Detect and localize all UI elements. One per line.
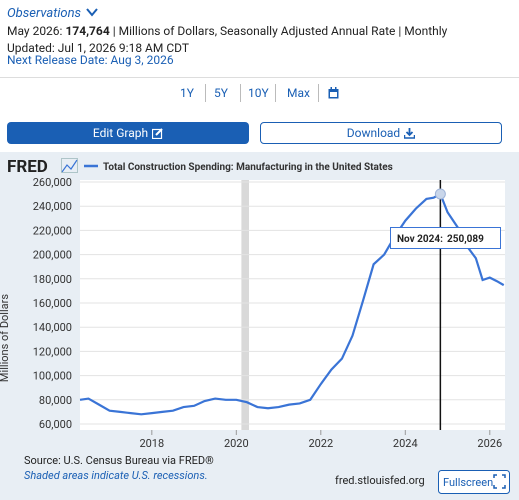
separator bbox=[275, 84, 276, 102]
y-tick-label: 80,000 bbox=[39, 394, 72, 407]
y-axis-label: Millions of Dollars bbox=[0, 294, 11, 382]
y-tick-label: 200,000 bbox=[33, 249, 72, 262]
y-tick-label: 160,000 bbox=[33, 297, 72, 310]
range-button[interactable]: 1Y bbox=[180, 86, 194, 100]
y-tick-label: 260,000 bbox=[33, 176, 72, 189]
y-tick-label: 120,000 bbox=[33, 345, 72, 358]
y-tick-label: 180,000 bbox=[33, 273, 72, 286]
button-label: Edit Graph bbox=[92, 126, 149, 140]
separator bbox=[318, 84, 319, 102]
fullscreen-button[interactable] bbox=[438, 470, 510, 494]
edit-icon bbox=[152, 127, 163, 139]
x-tick-label: 2018 bbox=[139, 437, 164, 450]
y-tick-label: 240,000 bbox=[33, 200, 72, 213]
hover-point bbox=[434, 188, 446, 200]
plot-area bbox=[80, 180, 505, 430]
divider bbox=[0, 77, 519, 78]
next-release[interactable]: Next Release Date: Aug 3, 2026 bbox=[7, 53, 174, 67]
chart: FRED Millions of Dollars Source: U.S. Ce… bbox=[0, 152, 519, 500]
y-tick-label: 100,000 bbox=[33, 370, 72, 383]
units: | Millions of Dollars, Seasonally Adjust… bbox=[112, 24, 448, 38]
observations-label[interactable]: Observations bbox=[7, 6, 82, 21]
chevron-icon bbox=[86, 8, 99, 17]
calendar-icon[interactable] bbox=[328, 87, 339, 99]
latest-date: May 2026: bbox=[7, 24, 63, 38]
y-tick-label: 60,000 bbox=[39, 418, 72, 431]
x-tick-label: 2024 bbox=[393, 437, 418, 450]
latest-observation: May 2026: 174,764 | Millions of Dollars,… bbox=[7, 24, 447, 38]
source: Source: U.S. Census Bureau via FRED® bbox=[24, 454, 214, 467]
download-icon bbox=[404, 127, 416, 139]
fred-logo: FRED bbox=[7, 157, 48, 177]
y-tick-label: 220,000 bbox=[33, 224, 72, 237]
separator bbox=[205, 84, 206, 102]
site-link[interactable]: fred.stlouisfed.org bbox=[335, 474, 425, 487]
x-tick-label: 2020 bbox=[224, 437, 249, 450]
updated: Updated: Jul 1, 2026 9:18 AM CDT bbox=[7, 41, 190, 55]
series-line bbox=[79, 192, 505, 416]
edit-graph-button[interactable]: Edit Graph bbox=[7, 122, 249, 144]
x-tick-label: 2026 bbox=[477, 437, 502, 450]
legend-label: Total Construction Spending: Manufacturi… bbox=[103, 162, 393, 173]
range-button[interactable]: 10Y bbox=[248, 86, 269, 100]
range-button[interactable]: 5Y bbox=[214, 86, 228, 100]
y-tick-label: 140,000 bbox=[33, 321, 72, 334]
x-tick-label: 2022 bbox=[308, 437, 333, 450]
tooltip-value: 250,089 bbox=[447, 234, 484, 245]
fullscreen-icon bbox=[493, 474, 506, 489]
recession-band bbox=[241, 180, 249, 430]
download-button[interactable]: Download bbox=[260, 122, 502, 144]
tooltip bbox=[390, 227, 501, 249]
fullscreen-label[interactable]: Fullscreen bbox=[443, 476, 493, 489]
logo-icon-frame bbox=[61, 158, 78, 173]
range-button[interactable]: Max bbox=[287, 86, 310, 100]
observations-toggle[interactable]: Observations bbox=[7, 6, 99, 21]
button-label: Download bbox=[346, 126, 401, 140]
latest-value: 174,764 bbox=[65, 24, 110, 38]
separator bbox=[240, 84, 241, 102]
logo-icon bbox=[61, 159, 78, 173]
tooltip-date: Nov 2024: bbox=[397, 234, 443, 245]
recession-note: Shaded areas indicate U.S. recessions. bbox=[24, 469, 208, 482]
